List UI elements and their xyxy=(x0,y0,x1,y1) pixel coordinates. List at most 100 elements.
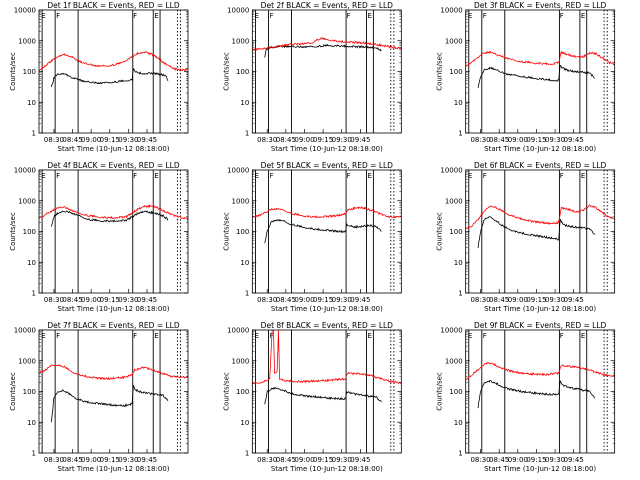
x-tick-label: 09:15 xyxy=(100,296,120,304)
lld-series-line xyxy=(252,36,402,51)
events-series-line xyxy=(51,210,169,227)
marker-letter: F xyxy=(346,332,350,340)
marker-letter: E xyxy=(368,332,372,340)
x-tick-label: 09:00 xyxy=(81,136,101,144)
panel-title: Det 7f BLACK = Events, RED = LLD xyxy=(47,321,180,330)
events-series-line xyxy=(51,385,169,423)
marker-letter: E xyxy=(468,332,472,340)
x-axis-label: Start Time (10-Jun-12 08:18:00) xyxy=(484,305,596,313)
events-series-line xyxy=(477,216,596,249)
x-tick-label: 09:45 xyxy=(564,296,584,304)
panel-title: Det 9f BLACK = Events, RED = LLD xyxy=(474,321,607,330)
panel-title: Det 6f BLACK = Events, RED = LLD xyxy=(474,161,607,170)
y-tick-label: 10 xyxy=(27,419,36,427)
y-tick-label: 1 xyxy=(458,290,462,298)
x-axis-label: Start Time (10-Jun-12 08:18:00) xyxy=(58,465,170,473)
lld-series-line xyxy=(39,51,188,72)
marker-letter: F xyxy=(269,172,273,180)
y-tick-label: 1 xyxy=(32,130,36,138)
marker-letter: F xyxy=(133,172,137,180)
marker-letter: E xyxy=(581,12,585,20)
y-tick-label: 10000 xyxy=(227,167,249,175)
events-series-line xyxy=(477,64,595,88)
marker-letter: E xyxy=(368,172,372,180)
x-tick-label: 09:30 xyxy=(332,456,352,464)
x-axis-label: Start Time (10-Jun-12 08:18:00) xyxy=(58,305,170,313)
y-axis-label: Counts/sec xyxy=(222,52,230,91)
x-tick-label: 09:45 xyxy=(137,136,157,144)
y-tick-label: 1000 xyxy=(18,37,36,45)
x-axis-label: Start Time (10-Jun-12 08:18:00) xyxy=(271,305,383,313)
x-tick-label: 08:30 xyxy=(470,456,490,464)
marker-letter: F xyxy=(56,12,60,20)
y-axis-label: Counts/sec xyxy=(436,372,444,411)
events-series-line xyxy=(264,218,382,244)
marker-letter: F xyxy=(483,172,487,180)
lld-series-line xyxy=(465,362,615,381)
events-series-line xyxy=(477,379,596,409)
marker-letter: F xyxy=(560,332,564,340)
y-tick-label: 1 xyxy=(245,130,249,138)
y-tick-label: 10000 xyxy=(227,7,249,15)
x-axis-label: Start Time (10-Jun-12 08:18:00) xyxy=(484,465,596,473)
panel-title: Det 1f BLACK = Events, RED = LLD xyxy=(47,1,180,10)
x-axis-label: Start Time (10-Jun-12 08:18:00) xyxy=(271,145,383,153)
marker-letter: F xyxy=(133,12,137,20)
x-tick-label: 08:45 xyxy=(62,456,82,464)
axes-frame xyxy=(251,169,402,294)
marker-letter: E xyxy=(255,172,259,180)
x-tick-label: 09:00 xyxy=(81,296,101,304)
axes-frame xyxy=(251,329,402,454)
marker-letter: F xyxy=(269,12,273,20)
lld-series-line xyxy=(39,364,188,381)
lld-series-line xyxy=(465,204,615,230)
lld-series-line xyxy=(39,204,188,221)
y-axis-label: Counts/sec xyxy=(222,212,230,251)
y-tick-label: 10 xyxy=(27,259,36,267)
x-tick-label: 09:30 xyxy=(118,456,138,464)
marker-letter: E xyxy=(154,12,158,20)
y-axis-label: Counts/sec xyxy=(9,372,17,411)
x-tick-label: 09:30 xyxy=(332,296,352,304)
lld-series-line xyxy=(252,330,402,385)
axes-frame xyxy=(251,9,402,134)
y-axis-label: Counts/sec xyxy=(222,372,230,411)
panel-title: Det 2f BLACK = Events, RED = LLD xyxy=(261,1,394,10)
y-tick-label: 10 xyxy=(454,99,463,107)
y-tick-label: 1 xyxy=(458,450,462,458)
marker-letter: E xyxy=(41,332,45,340)
marker-letter: F xyxy=(483,12,487,20)
events-series-line xyxy=(51,67,169,88)
marker-letter: F xyxy=(483,332,487,340)
axes-frame xyxy=(465,329,616,454)
marker-letter: E xyxy=(154,332,158,340)
panel-title: Det 4f BLACK = Events, RED = LLD xyxy=(47,161,180,170)
y-axis-label: Counts/sec xyxy=(9,212,17,251)
x-tick-label: 09:30 xyxy=(545,456,565,464)
x-tick-label: 09:15 xyxy=(526,296,546,304)
x-tick-label: 09:45 xyxy=(350,456,370,464)
y-tick-label: 100 xyxy=(236,388,249,396)
marker-letter: E xyxy=(154,172,158,180)
panel-title: Det 5f BLACK = Events, RED = LLD xyxy=(261,161,394,170)
marker-letter: F xyxy=(56,172,60,180)
x-tick-label: 09:45 xyxy=(350,296,370,304)
y-tick-label: 10000 xyxy=(440,327,462,335)
x-tick-label: 08:45 xyxy=(276,296,296,304)
axes-frame xyxy=(38,9,189,134)
x-tick-label: 08:30 xyxy=(257,136,277,144)
x-tick-label: 08:45 xyxy=(62,136,82,144)
y-tick-label: 1 xyxy=(458,130,462,138)
x-tick-label: 09:45 xyxy=(564,456,584,464)
x-tick-label: 09:00 xyxy=(294,296,314,304)
y-tick-label: 100 xyxy=(449,388,462,396)
marker-letter: F xyxy=(133,332,137,340)
marker-letter: F xyxy=(560,12,564,20)
y-tick-label: 1000 xyxy=(445,357,463,365)
y-tick-label: 100 xyxy=(236,68,249,76)
